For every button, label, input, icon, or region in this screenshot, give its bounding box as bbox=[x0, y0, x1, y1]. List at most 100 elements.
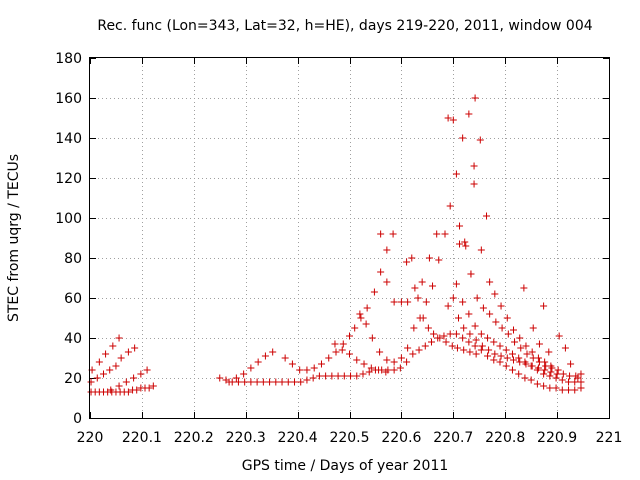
data-point bbox=[477, 246, 485, 254]
data-point bbox=[452, 170, 460, 178]
data-point bbox=[574, 374, 582, 382]
data-point bbox=[546, 384, 554, 392]
data-point bbox=[567, 360, 575, 368]
data-point bbox=[502, 362, 510, 370]
data-point bbox=[446, 202, 454, 210]
data-point bbox=[403, 358, 411, 366]
data-point bbox=[520, 284, 528, 292]
data-point bbox=[552, 374, 560, 382]
data-point bbox=[253, 378, 261, 386]
data-point bbox=[459, 298, 467, 306]
data-point bbox=[421, 342, 429, 350]
x-tick-label: 220.2 bbox=[174, 430, 214, 446]
data-point bbox=[456, 240, 464, 248]
data-point bbox=[259, 378, 267, 386]
data-point bbox=[383, 278, 391, 286]
data-point bbox=[577, 378, 585, 386]
data-point bbox=[278, 378, 286, 386]
data-point bbox=[368, 334, 376, 342]
data-point bbox=[577, 384, 585, 392]
data-point bbox=[357, 314, 365, 322]
data-point bbox=[558, 376, 566, 384]
data-point bbox=[95, 358, 103, 366]
data-point bbox=[124, 348, 132, 356]
data-point bbox=[516, 358, 524, 366]
data-point bbox=[87, 378, 95, 386]
data-point bbox=[272, 378, 280, 386]
data-point bbox=[558, 386, 566, 394]
data-point bbox=[459, 134, 467, 142]
data-point bbox=[353, 372, 361, 380]
x-tick-label: 220 bbox=[77, 430, 104, 446]
data-point bbox=[471, 322, 479, 330]
data-point bbox=[383, 246, 391, 254]
data-point bbox=[486, 278, 494, 286]
data-point bbox=[541, 358, 549, 366]
data-point bbox=[411, 284, 419, 292]
data-point bbox=[486, 310, 494, 318]
data-point bbox=[479, 304, 487, 312]
data-point bbox=[540, 370, 548, 378]
x-tick-label: 220.4 bbox=[278, 430, 318, 446]
data-point bbox=[498, 324, 506, 332]
data-point bbox=[297, 378, 305, 386]
x-tick-label: 220.9 bbox=[537, 430, 577, 446]
data-point bbox=[247, 364, 255, 372]
data-point bbox=[497, 352, 505, 360]
data-point bbox=[465, 338, 473, 346]
data-point bbox=[522, 342, 530, 350]
data-point bbox=[496, 342, 504, 350]
data-point bbox=[112, 362, 120, 370]
data-point bbox=[425, 254, 433, 262]
data-point bbox=[456, 222, 464, 230]
data-point bbox=[347, 372, 355, 380]
data-point bbox=[130, 374, 138, 382]
x-tick-label: 221 bbox=[596, 430, 623, 446]
data-point bbox=[504, 330, 512, 338]
data-point bbox=[429, 282, 437, 290]
data-point bbox=[510, 326, 518, 334]
data-point bbox=[390, 366, 398, 374]
data-point bbox=[540, 302, 548, 310]
y-tick-label: 20 bbox=[64, 371, 82, 387]
data-point bbox=[109, 342, 117, 350]
data-point bbox=[359, 370, 367, 378]
data-point bbox=[534, 354, 542, 362]
data-point bbox=[428, 338, 436, 346]
data-point bbox=[234, 378, 242, 386]
data-point bbox=[362, 320, 370, 328]
data-point bbox=[303, 376, 311, 384]
data-point bbox=[328, 372, 336, 380]
data-point bbox=[232, 374, 240, 382]
y-tick-label: 120 bbox=[55, 171, 82, 187]
data-point bbox=[377, 268, 385, 276]
data-point bbox=[565, 386, 573, 394]
data-point bbox=[496, 358, 504, 366]
data-point bbox=[466, 348, 474, 356]
data-point bbox=[404, 344, 412, 352]
data-point bbox=[528, 348, 536, 356]
data-point bbox=[465, 110, 473, 118]
data-point bbox=[382, 368, 390, 376]
data-point bbox=[310, 364, 318, 372]
data-point bbox=[351, 324, 359, 332]
data-point bbox=[502, 346, 510, 354]
data-point bbox=[93, 374, 101, 382]
data-point bbox=[547, 368, 555, 376]
data-point bbox=[473, 294, 481, 302]
data-point bbox=[459, 334, 467, 342]
data-point bbox=[332, 348, 340, 356]
chart-title: Rec. func (Lon=343, Lat=32, h=HE), days … bbox=[97, 18, 592, 34]
data-point bbox=[472, 350, 480, 358]
data-point bbox=[137, 370, 145, 378]
data-point bbox=[315, 372, 323, 380]
data-point bbox=[452, 280, 460, 288]
data-point bbox=[339, 340, 347, 348]
y-tick-label: 140 bbox=[55, 131, 82, 147]
data-point bbox=[535, 340, 543, 348]
data-point bbox=[370, 288, 378, 296]
data-point bbox=[516, 334, 524, 342]
data-point bbox=[554, 366, 562, 374]
y-tick-label: 40 bbox=[64, 331, 82, 347]
data-point bbox=[527, 376, 535, 384]
